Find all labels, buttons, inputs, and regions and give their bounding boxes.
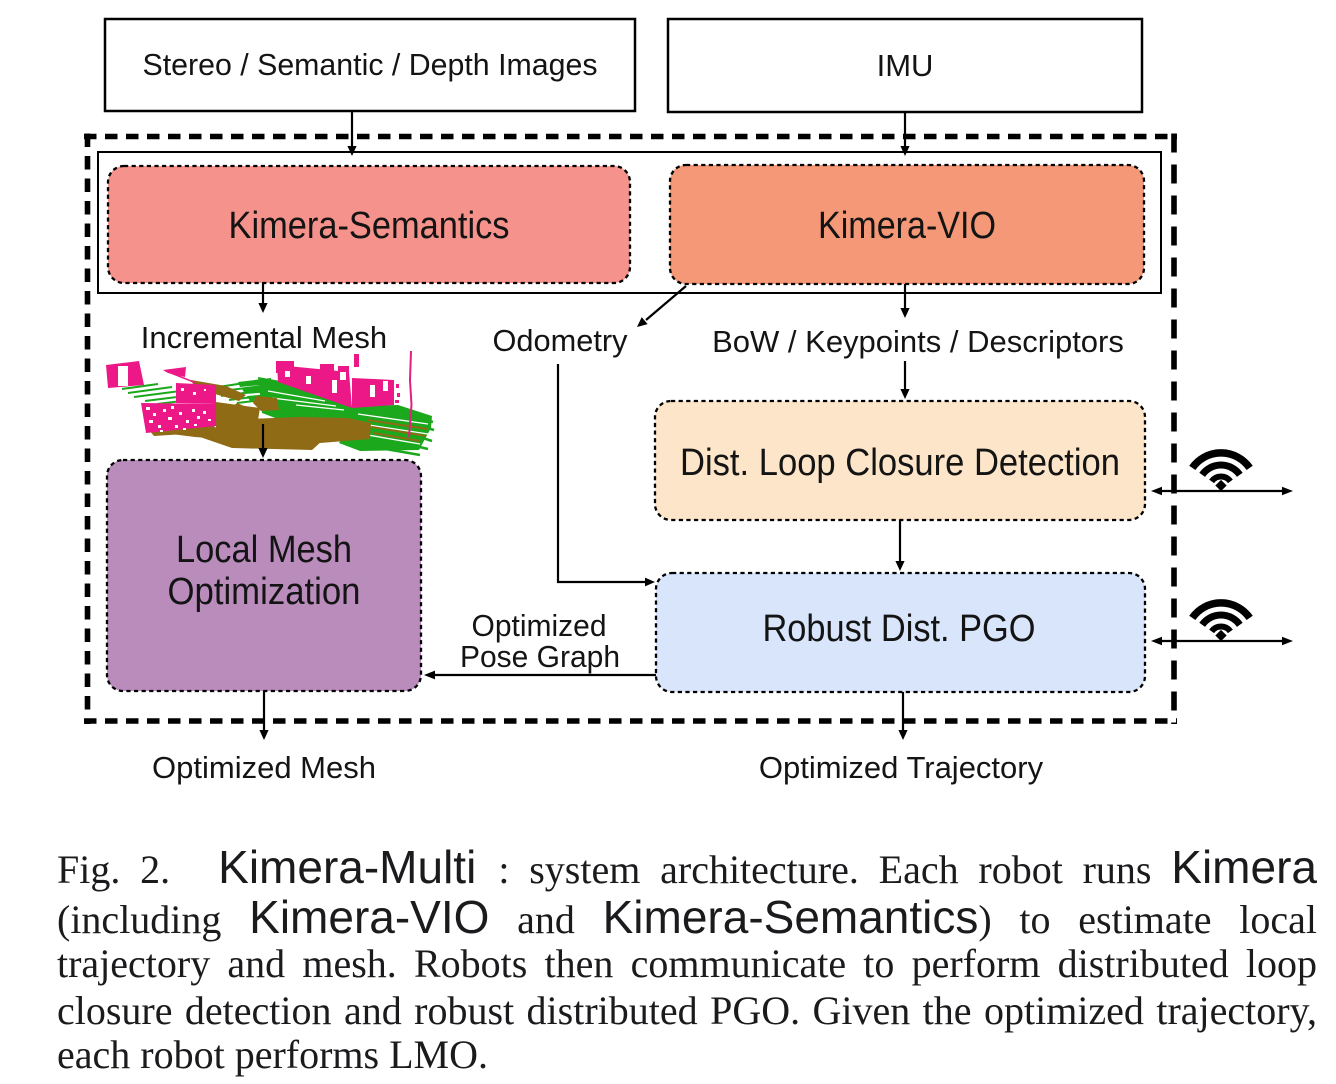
svg-text:Robust Dist. PGO: Robust Dist. PGO bbox=[763, 608, 1036, 650]
svg-text:Optimized Trajectory: Optimized Trajectory bbox=[759, 750, 1044, 785]
svg-text:Stereo / Semantic / Depth Imag: Stereo / Semantic / Depth Images bbox=[143, 47, 598, 82]
svg-text:Local Mesh: Local Mesh bbox=[176, 529, 352, 571]
svg-text:Optimized: Optimized bbox=[472, 608, 607, 643]
svg-text:Dist. Loop Closure Detection: Dist. Loop Closure Detection bbox=[680, 442, 1120, 484]
svg-text:Incremental Mesh: Incremental Mesh bbox=[141, 320, 387, 355]
svg-text:Pose Graph: Pose Graph bbox=[460, 639, 620, 674]
svg-text:BoW / Keypoints / Descriptors: BoW / Keypoints / Descriptors bbox=[712, 324, 1124, 359]
svg-text:Optimization: Optimization bbox=[168, 571, 361, 613]
svg-text:IMU: IMU bbox=[877, 48, 934, 83]
svg-text:Optimized Mesh: Optimized Mesh bbox=[152, 750, 376, 785]
svg-text:Odometry: Odometry bbox=[493, 323, 628, 358]
svg-text:Kimera-VIO: Kimera-VIO bbox=[818, 205, 996, 247]
svg-text:Kimera-Semantics: Kimera-Semantics bbox=[229, 205, 510, 247]
